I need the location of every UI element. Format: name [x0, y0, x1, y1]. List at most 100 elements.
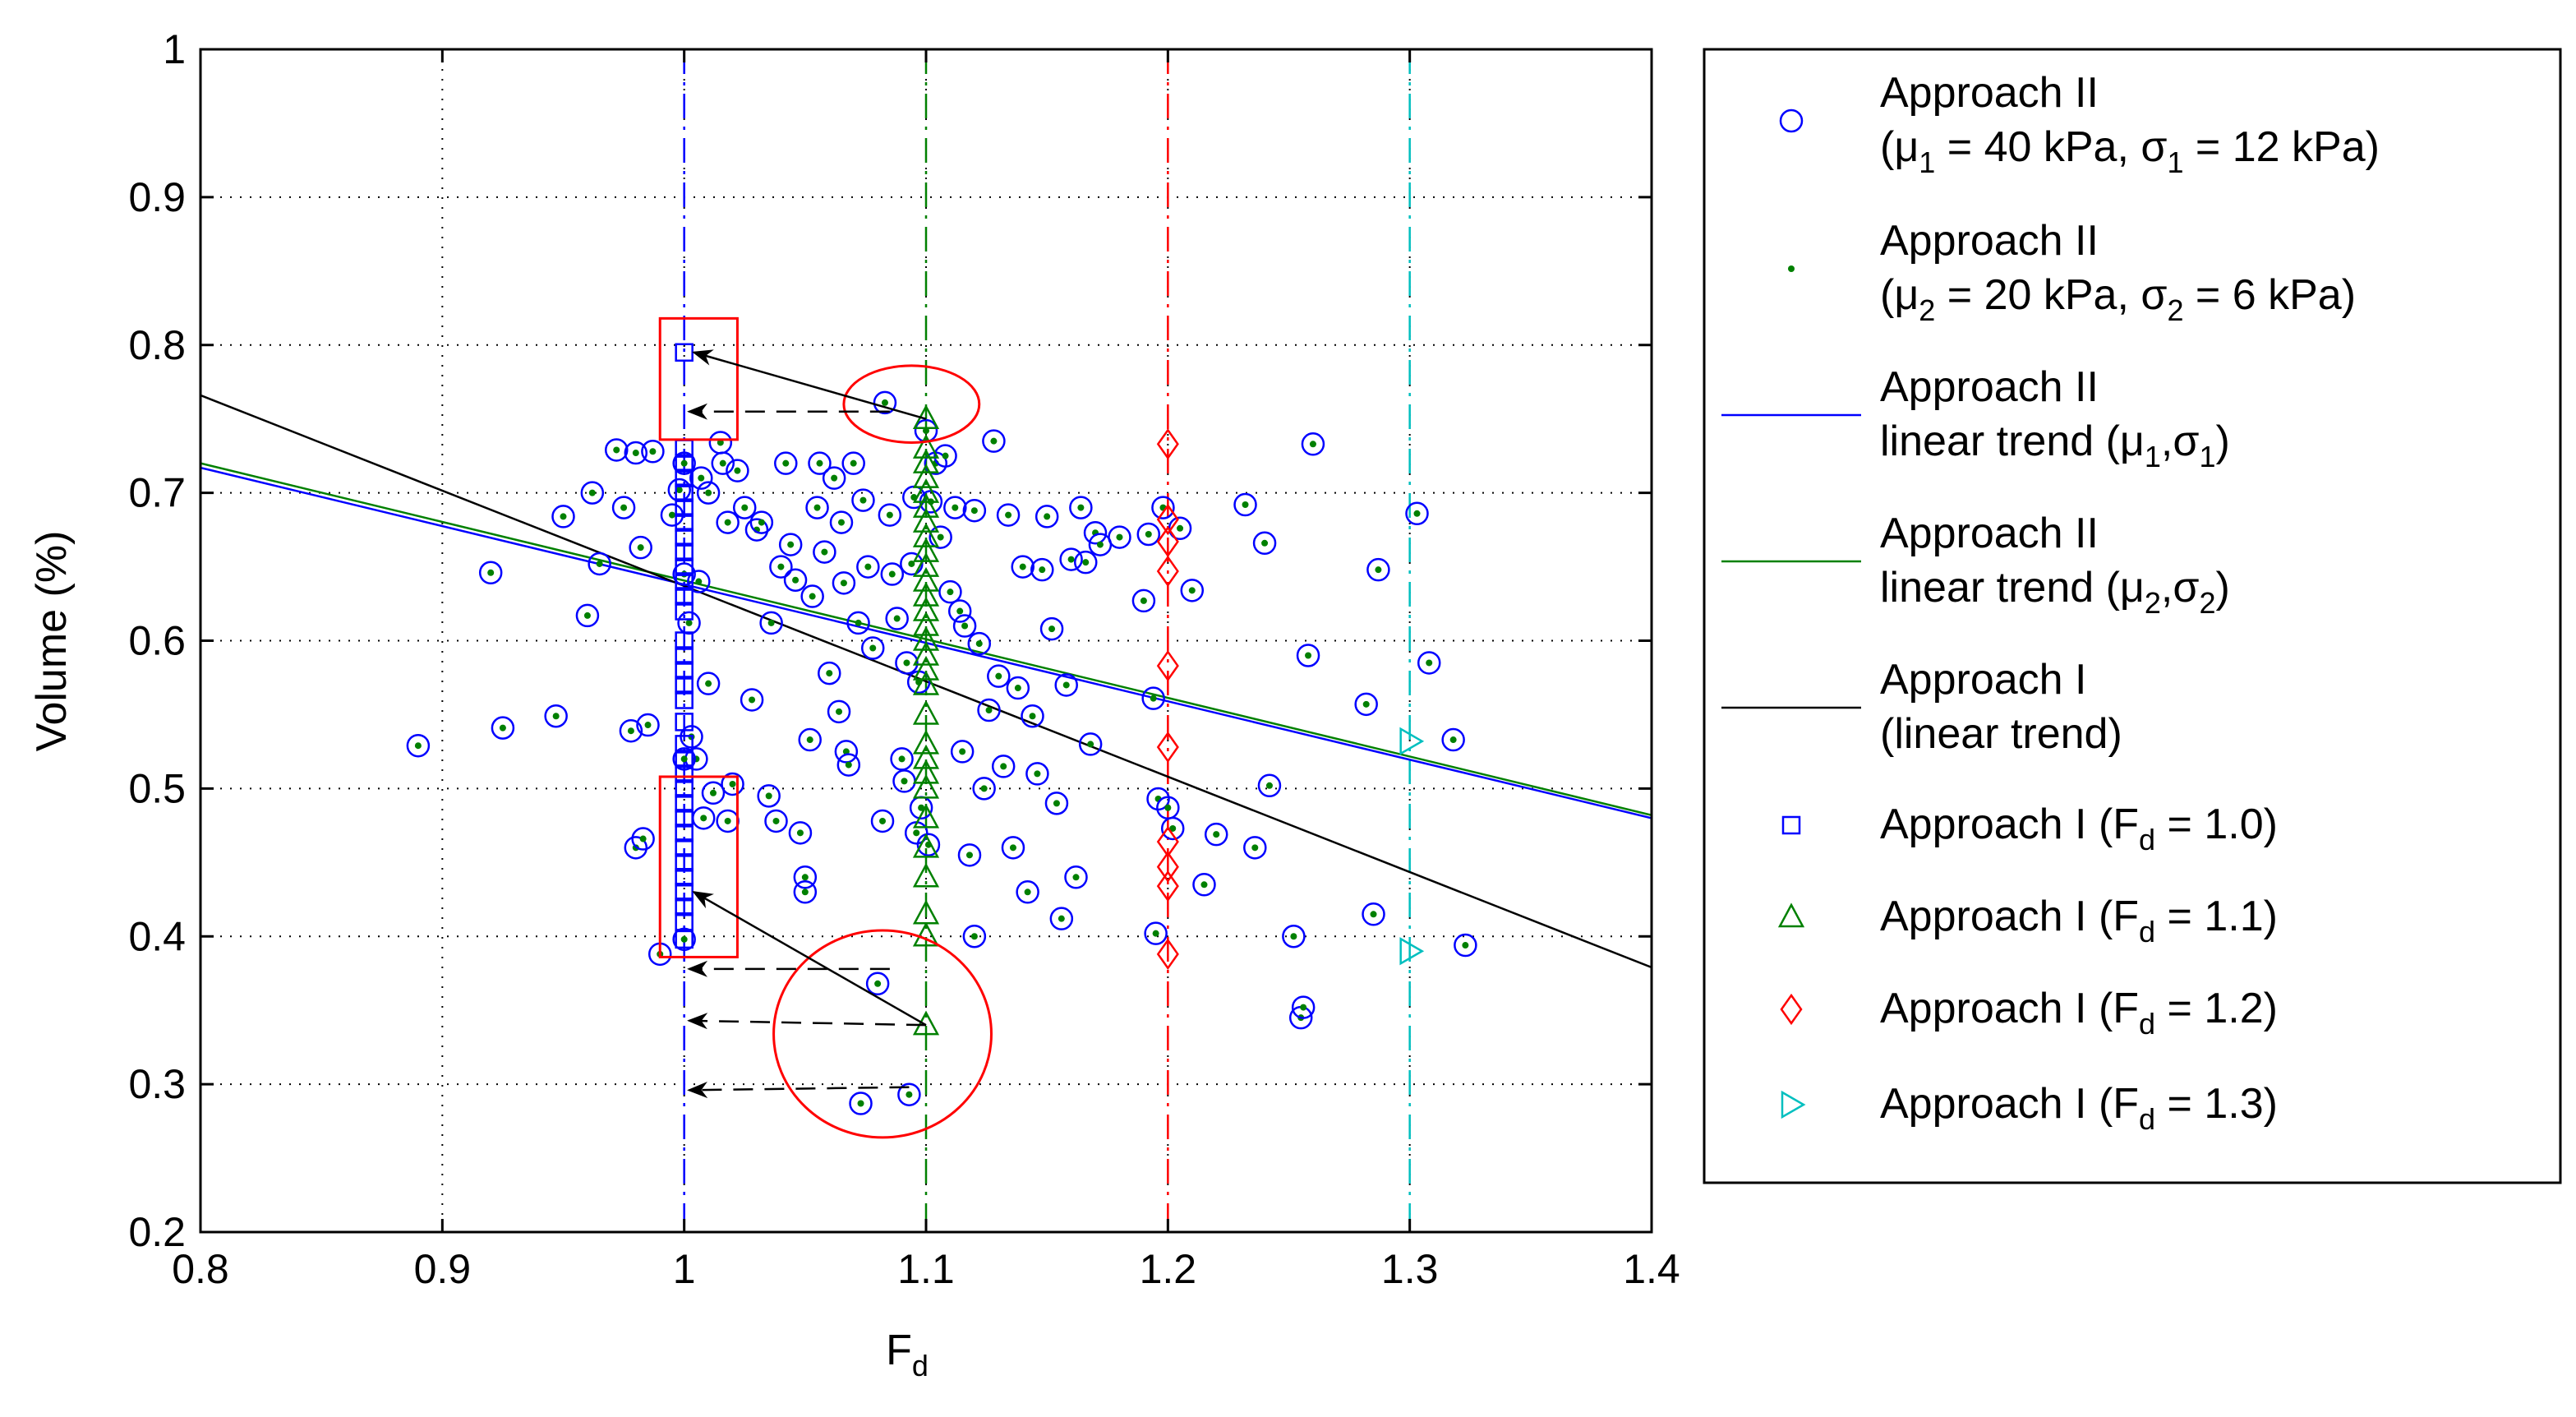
approach1-fd11-triangle [912, 670, 940, 695]
x-axis-label: Fd [886, 1327, 929, 1382]
approach2-circle-point [764, 809, 788, 833]
approach2-circle-point [793, 865, 818, 889]
approach2-circle-point [957, 843, 982, 867]
approach1-fd10-square [675, 794, 694, 813]
approach2-dot-point [1462, 942, 1469, 949]
approach2-dot-point [414, 742, 422, 750]
approach2-circle-point [972, 777, 996, 801]
approach2-circle-point [774, 451, 798, 475]
approach2-dot-point [700, 815, 707, 822]
legend-key-diamond [1780, 993, 1803, 1026]
y-tick-label: 0.6 [128, 618, 186, 664]
approach2-circle-point [818, 661, 841, 685]
approach2-dot-point [893, 615, 901, 622]
approach1-fd12-diamond [1156, 825, 1179, 858]
approach2-circle-point [1282, 925, 1306, 949]
approach2-dot-point [680, 935, 688, 943]
x-axis-label-main: F [886, 1327, 912, 1374]
approach2-circle-point [1204, 822, 1228, 847]
approach2-dot-point [1082, 559, 1090, 566]
approach2-circle-point [631, 827, 655, 851]
approach2-dot-point [1145, 530, 1152, 538]
approach2-dot-point [947, 588, 954, 596]
approach2-dot-point [685, 619, 693, 626]
approach2-circle-point [1011, 555, 1035, 579]
approach2-dot-point [881, 399, 888, 406]
approach2-circle-point [1233, 492, 1257, 517]
approach2-circle-point [1354, 692, 1378, 717]
y-tick-label: 0.5 [128, 765, 186, 811]
x-tick-label: 0.8 [172, 1246, 229, 1292]
approach2-dot-point [1375, 566, 1382, 574]
approach2-dot-point [1077, 504, 1085, 511]
approach2-dot-point [644, 722, 652, 729]
approach2-dot-point [724, 519, 731, 526]
legend-label-text: linear trend (μ [1880, 564, 2145, 612]
approach2-circle-point [406, 733, 431, 758]
approach2-dot-point [487, 569, 495, 576]
approach2-dot-point [668, 511, 675, 519]
y-axis-label: Volume (%) [28, 531, 76, 752]
approach2-dot-point [1048, 625, 1056, 633]
y-tick-label: 0.7 [128, 470, 186, 516]
legend-label-text: (μ [1880, 123, 1919, 171]
approach1-fd10-square [675, 483, 694, 502]
approach1-points [675, 343, 1425, 1036]
legend-label-text: (linear trend) [1880, 710, 2122, 758]
approach1-fd11-triangle [912, 729, 940, 755]
highlight-rectangle [658, 775, 739, 958]
approach2-circle-point [696, 481, 721, 505]
approach1-fd13-triangle [1399, 937, 1425, 966]
approach2-dot-point [1009, 844, 1016, 852]
approach2-circle-point [846, 611, 870, 635]
approach2-circle-point [1083, 520, 1108, 545]
approach2-circle-point [641, 440, 665, 464]
legend-label-text: Approach I (F [1880, 985, 2139, 1032]
legend-label-text: ) [2216, 418, 2230, 465]
approach1-fd11-triangle [912, 552, 940, 577]
legend-label-subscript: d [2139, 915, 2155, 949]
approach1-fd11-triangle [912, 522, 940, 547]
approach1-fd12-diamond [1156, 938, 1179, 970]
y-tick-label: 0.3 [128, 1061, 186, 1107]
legend-label-text: Approach II [1880, 510, 2099, 557]
approach2-circle-point [544, 704, 568, 728]
approach2-circle-point [943, 496, 967, 519]
annotation-arrow [692, 349, 927, 420]
approach2-dot-point [840, 579, 847, 587]
legend-key-circle [1779, 108, 1804, 133]
approach2-dot-point [826, 670, 833, 677]
approach2-circle-point [701, 781, 726, 805]
approach2-circle-point [849, 1092, 873, 1115]
approach1-fd12-diamond [1156, 503, 1179, 536]
approach2-circle-point [1136, 522, 1161, 547]
approach2-dot-point [1242, 501, 1249, 509]
approach2-dot-point [1426, 659, 1433, 667]
approach2-dot-point [836, 708, 843, 715]
approach2-circle-point [744, 518, 769, 542]
approach2-circle-point [672, 927, 696, 952]
approach2-circle-point [933, 444, 957, 468]
approach2-dot-point [1019, 563, 1026, 570]
approach2-circle-point [987, 664, 1011, 688]
approach2-dot-point [765, 792, 772, 800]
approach2-dot-point [985, 707, 993, 714]
approach1-fd11-triangle [912, 434, 940, 459]
approach2-dot-point [1200, 881, 1208, 889]
approach2-dot-point [1370, 911, 1377, 918]
approach2-dot-point [980, 785, 988, 792]
approach2-dot-point [719, 459, 726, 467]
approach2-dot-point [698, 474, 705, 482]
approach2-dot-point [1087, 741, 1094, 748]
approach2-circle-point [636, 713, 660, 737]
approach2-circle-point [580, 481, 605, 505]
legend-label-line: linear trend (μ2,σ2) [1880, 564, 2230, 620]
y-tick-label: 0.9 [128, 174, 186, 220]
approach2-circle-point [733, 496, 757, 519]
approach2-circle-point [1192, 873, 1216, 897]
approach2-dot-point [913, 829, 920, 837]
approach1-fd12-diamond [1156, 649, 1179, 682]
approach2-dot-point [850, 459, 857, 467]
legend-label-text: Approach I (F [1880, 801, 2139, 848]
approach1-fd12-diamond [1156, 525, 1179, 558]
